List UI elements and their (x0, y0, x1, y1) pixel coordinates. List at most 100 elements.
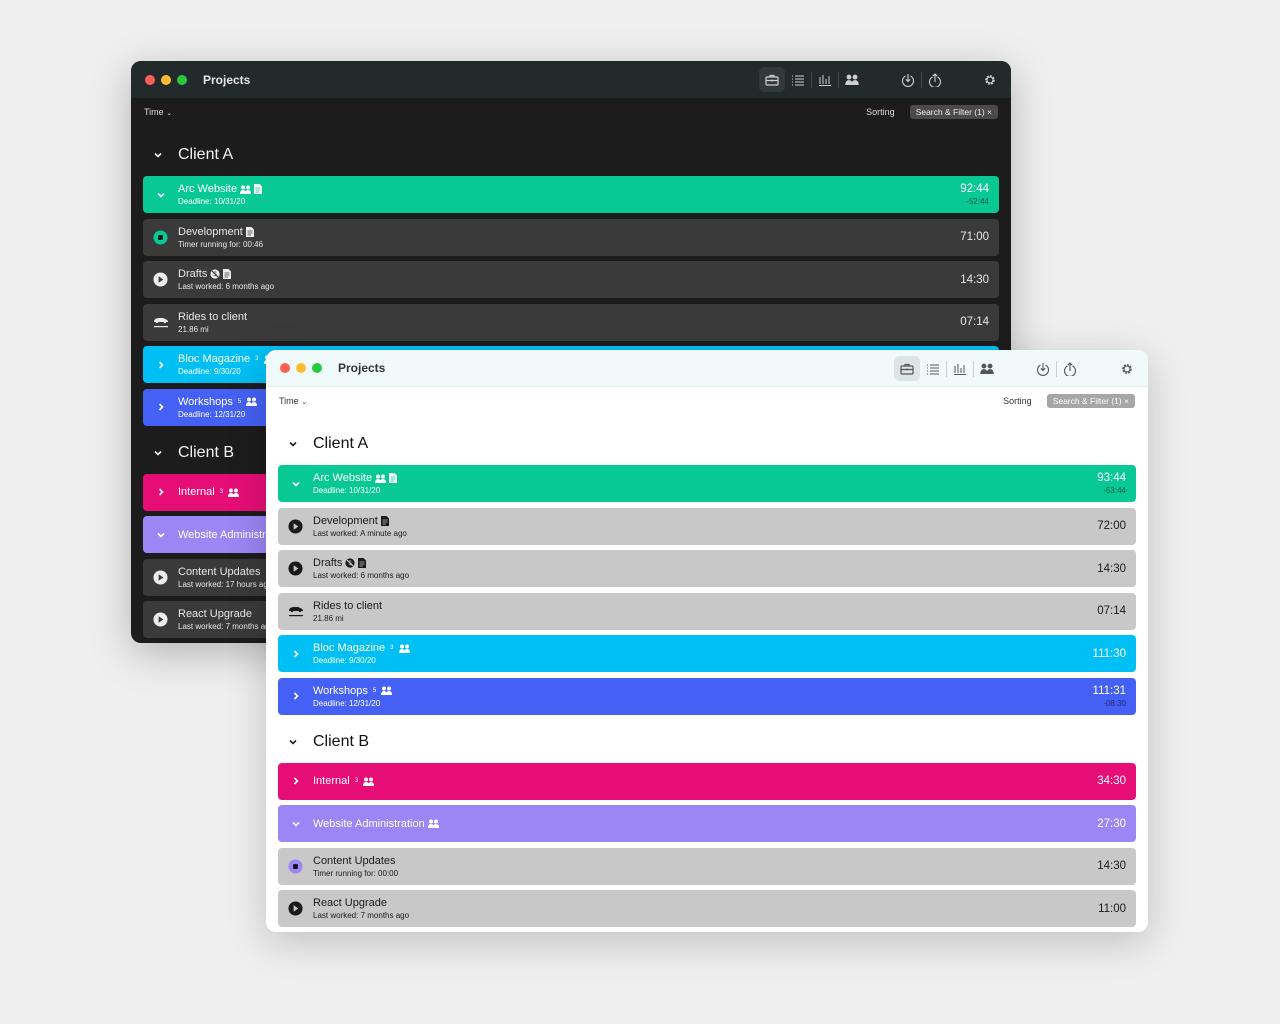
project-subtitle: 21.86 mi (313, 613, 344, 623)
project-row[interactable]: React Upgrade Last worked: 7 months ago … (278, 890, 1136, 927)
time-menu[interactable]: Time ⌄ (279, 396, 307, 406)
svg-text:$: $ (214, 272, 218, 278)
team-icon (381, 686, 393, 695)
tracked-time: 72:00 (1097, 520, 1126, 532)
import-icon[interactable] (895, 67, 921, 92)
minimize-button[interactable] (161, 74, 171, 85)
project-row[interactable]: Website Administration 27:30 (278, 805, 1136, 842)
team-icon[interactable] (974, 356, 1000, 381)
project-title: React Upgrade (313, 897, 387, 909)
doc-icon (254, 184, 263, 194)
project-row[interactable]: Rides to client 21.86 mi 07:14 (278, 592, 1136, 630)
sorting-button[interactable]: Sorting (866, 107, 895, 117)
stop-timer-icon[interactable] (278, 858, 313, 874)
project-title: Drafts (178, 268, 208, 280)
export-icon[interactable] (922, 67, 948, 92)
project-title: Website Administration (178, 528, 290, 541)
project-row[interactable]: Arc Website Deadline: 10/31/20 93:44 -53:… (278, 465, 1136, 502)
client-header[interactable]: Client B (278, 721, 1136, 763)
tracked-time: 07:14 (960, 316, 989, 328)
close-button[interactable] (145, 74, 155, 85)
project-subtitle: Timer running for: 00:46 (178, 239, 264, 249)
project-subtitle: Deadline: 10/31/20 (178, 197, 246, 206)
doc-icon (389, 473, 398, 483)
client-header[interactable]: Client A (143, 134, 999, 176)
start-timer-icon[interactable] (278, 518, 313, 534)
project-title: Workshops (313, 684, 368, 697)
project-title: Rides to client (178, 310, 248, 323)
titlebar: Projects (131, 61, 1011, 98)
close-button[interactable] (280, 363, 290, 373)
chevron-down-icon[interactable] (143, 190, 178, 200)
search-filter-button[interactable]: Search & Filter (1) × (909, 105, 998, 119)
project-row[interactable]: Drafts $ Last worked: 6 months ago 14:30 (278, 550, 1136, 587)
chevron-down-icon: ⌄ (166, 110, 173, 117)
list-icon[interactable] (920, 356, 946, 381)
doc-icon (380, 515, 389, 526)
briefcase-icon[interactable] (759, 67, 785, 92)
tracked-time: 14:30 (1097, 860, 1126, 872)
chevron-right-icon[interactable] (278, 691, 313, 701)
doc-icon (358, 558, 367, 568)
gear-icon[interactable] (977, 67, 1003, 92)
start-timer-icon[interactable] (278, 561, 313, 576)
chevron-right-icon[interactable] (278, 649, 313, 659)
import-icon[interactable] (1030, 356, 1056, 381)
project-row[interactable]: Rides to client 21.86 mi 07:14 (143, 303, 999, 341)
list-icon[interactable] (785, 67, 811, 92)
chart-icon[interactable] (947, 356, 973, 381)
zoom-button[interactable] (177, 74, 187, 85)
chevron-down-icon[interactable] (143, 530, 178, 540)
briefcase-icon[interactable] (894, 356, 920, 381)
chart-icon[interactable] (812, 67, 838, 92)
project-subtitle: Deadline: 12/31/20 (313, 698, 381, 708)
window-controls (145, 74, 187, 85)
chevron-right-icon[interactable] (278, 776, 313, 786)
start-timer-icon[interactable] (143, 569, 178, 585)
start-timer-icon[interactable] (143, 272, 178, 287)
remaining-time: -53:44 (1103, 486, 1126, 495)
chevron-right-icon[interactable] (143, 487, 178, 497)
doc-icon (223, 269, 232, 279)
stop-timer-icon[interactable] (143, 229, 178, 245)
chevron-down-icon[interactable] (278, 819, 313, 829)
sorting-button[interactable]: Sorting (1003, 396, 1032, 406)
project-row[interactable]: Content Updates Timer running for: 00:00… (278, 847, 1136, 885)
project-title: Development (313, 514, 378, 527)
export-icon[interactable] (1057, 356, 1083, 381)
non-billable-icon: $ (345, 558, 355, 568)
search-filter-button[interactable]: Search & Filter (1) × (1046, 394, 1135, 408)
project-row[interactable]: Arc Website Deadline: 10/31/20 92:44 -52:… (143, 176, 999, 213)
project-subtitle: Deadline: 9/30/20 (178, 367, 241, 376)
chevron-down-icon[interactable] (278, 479, 313, 489)
clear-filter-icon[interactable]: × (987, 107, 992, 117)
gear-icon[interactable] (1114, 356, 1140, 381)
project-row[interactable]: Drafts $ Last worked: 6 months ago 14:30 (143, 261, 999, 298)
team-icon (240, 185, 252, 194)
zoom-button[interactable] (312, 363, 322, 373)
chevron-right-icon[interactable] (143, 360, 178, 370)
start-timer-icon[interactable] (278, 901, 313, 916)
minimize-button[interactable] (296, 363, 306, 373)
client-name: Client A (178, 146, 234, 163)
clear-filter-icon[interactable]: × (1124, 396, 1129, 406)
team-icon (427, 819, 439, 828)
subproject-count: 5 (372, 687, 377, 694)
chevron-down-icon: ⌄ (301, 399, 308, 406)
start-timer-icon[interactable] (143, 612, 178, 627)
client-header[interactable]: Client B (143, 432, 999, 474)
team-icon (363, 777, 375, 786)
svg-text:$: $ (349, 561, 353, 567)
project-row[interactable]: Bloc Magazine 3 Deadline: 9/30/20 111:30 (278, 635, 1136, 672)
project-row[interactable]: Development Timer running for: 00:46 71:… (143, 218, 999, 256)
chevron-right-icon[interactable] (143, 402, 178, 412)
project-row[interactable]: Development Last worked: A minute ago 72… (278, 507, 1136, 545)
tracked-time: 11:00 (1098, 902, 1126, 915)
team-icon[interactable] (839, 67, 865, 92)
time-menu[interactable]: Time ⌄ (144, 107, 172, 117)
project-row[interactable]: Internal 3 34:30 (278, 762, 1136, 800)
divider (1056, 360, 1057, 377)
project-row[interactable]: Workshops 5 Deadline: 12/31/20 111:31 -08:… (278, 677, 1136, 715)
non-billable-icon: $ (210, 269, 220, 279)
client-header[interactable]: Client A (278, 423, 1136, 465)
